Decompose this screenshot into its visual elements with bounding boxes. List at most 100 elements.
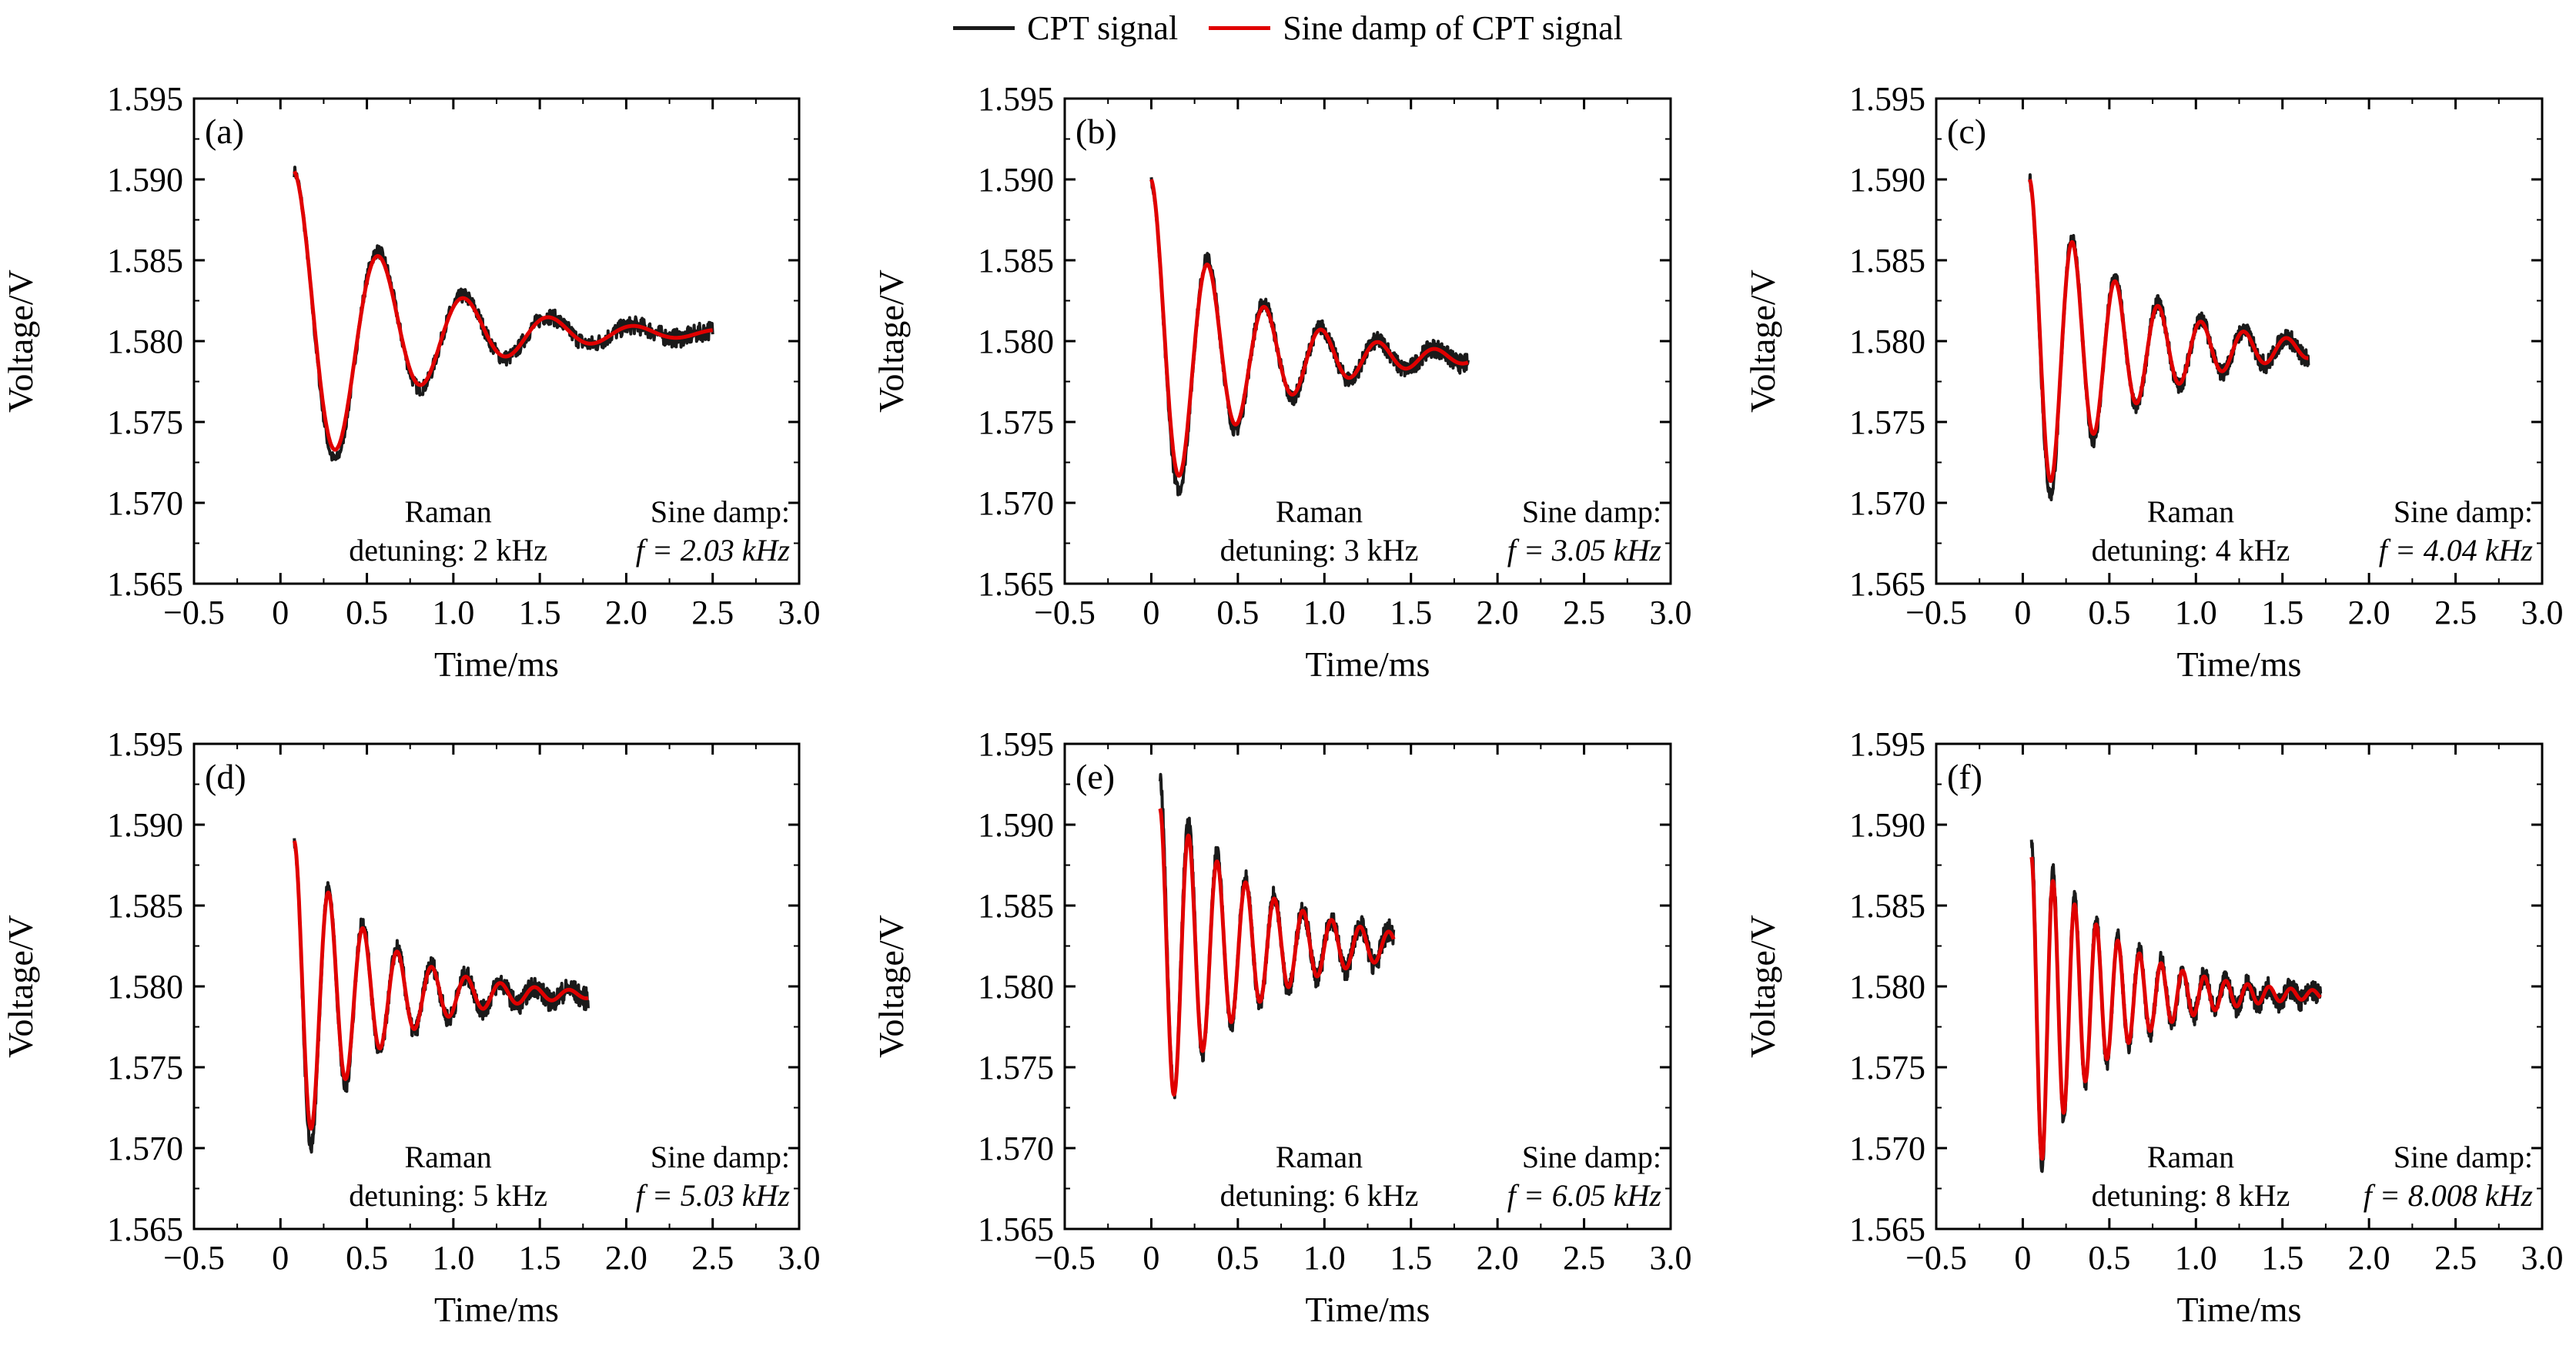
x-axis-label: Time/ms	[1306, 1290, 1430, 1329]
sine-damp-annotation-line1: Sine damp:	[651, 494, 790, 529]
x-tick-label: 0	[272, 1239, 289, 1277]
x-tick-label: 1.5	[2261, 1239, 2303, 1277]
raman-annotation-line1: Raman	[2147, 494, 2234, 529]
x-tick-label: 3.0	[778, 1239, 821, 1277]
raman-annotation-line2: detuning: 2 kHz	[349, 533, 547, 568]
y-tick-label: 1.590	[1849, 161, 1925, 199]
legend-label-fit: Sine damp of CPT signal	[1283, 8, 1623, 47]
x-tick-label: 0	[2014, 594, 2031, 631]
x-tick-label: 0.5	[1216, 1239, 1259, 1277]
raman-annotation-line1: Raman	[2147, 1140, 2234, 1174]
legend-label-cpt: CPT signal	[1027, 8, 1179, 47]
y-tick-label: 1.585	[978, 887, 1054, 925]
x-tick-label: 0	[272, 594, 289, 631]
y-axis-label: Voltage/V	[1, 915, 40, 1058]
y-tick-label: 1.565	[107, 565, 183, 603]
panel-label: (c)	[1947, 112, 1986, 151]
y-tick-label: 1.595	[1849, 80, 1925, 118]
x-tick-label: 1.5	[519, 594, 561, 631]
x-tick-label: −0.5	[1034, 594, 1096, 631]
x-tick-label: 1.5	[519, 1239, 561, 1277]
x-tick-label: 0.5	[2088, 594, 2130, 631]
raman-annotation-line1: Raman	[1276, 1140, 1363, 1174]
chart-panel: −0.5 0 0.5 1.0 1.5 2.0 2.5 3.0 1.565 1.570 1.575 1.…	[1, 725, 821, 1329]
y-tick-label: 1.595	[1849, 725, 1925, 763]
x-tick-label: 1.0	[2175, 1239, 2217, 1277]
y-tick-label: 1.565	[1849, 565, 1925, 603]
y-tick-label: 1.575	[107, 1049, 183, 1087]
y-tick-label: 1.575	[978, 403, 1054, 441]
x-axis-label: Time/ms	[2177, 1290, 2302, 1329]
y-tick-label: 1.565	[978, 565, 1054, 603]
x-axis-label: Time/ms	[1306, 645, 1430, 684]
cpt-signal-line	[2028, 173, 2310, 501]
sine-damp-fit-line	[293, 170, 714, 452]
y-axis-label: Voltage/V	[871, 270, 911, 413]
raman-annotation-line1: Raman	[404, 1140, 491, 1174]
x-tick-label: 1.0	[1303, 1239, 1346, 1277]
x-tick-label: 2.5	[1563, 594, 1605, 631]
panel-label: (d)	[205, 757, 246, 796]
x-tick-label: 1.0	[2175, 594, 2217, 631]
y-tick-label: 1.590	[978, 161, 1054, 199]
legend-item-cpt: CPT signal	[953, 8, 1178, 48]
sine-damp-fit-line	[2028, 178, 2310, 484]
y-tick-label: 1.580	[978, 968, 1054, 1006]
sine-damp-annotation-line2: f = 8.008 kHz	[2364, 1178, 2534, 1213]
panel-label: (f)	[1947, 757, 1982, 796]
x-axis-label: Time/ms	[434, 1290, 559, 1329]
y-tick-label: 1.590	[1849, 806, 1925, 844]
legend: CPT signal Sine damp of CPT signal	[0, 5, 2576, 51]
y-tick-label: 1.565	[1849, 1210, 1925, 1248]
x-tick-label: 3.0	[1650, 594, 1692, 631]
y-tick-label: 1.585	[107, 242, 183, 280]
x-tick-label: 1.0	[1303, 594, 1346, 631]
y-tick-label: 1.565	[978, 1210, 1054, 1248]
x-tick-label: 2.0	[1477, 1239, 1519, 1277]
x-tick-label: 2.0	[1477, 594, 1519, 631]
x-tick-label: 0.5	[346, 594, 388, 631]
y-tick-label: 1.580	[1849, 968, 1925, 1006]
x-tick-label: 0.5	[346, 1239, 388, 1277]
y-tick-label: 1.595	[107, 80, 183, 118]
chart-panel: −0.5 0 0.5 1.0 1.5 2.0 2.5 3.0 1.565 1.570 1.575 1.…	[871, 80, 1692, 684]
x-tick-label: 2.0	[605, 1239, 647, 1277]
y-tick-label: 1.580	[1849, 323, 1925, 360]
sine-damp-annotation-line1: Sine damp:	[2394, 1140, 2533, 1174]
x-tick-label: 2.5	[1563, 1239, 1605, 1277]
y-tick-label: 1.595	[107, 725, 183, 763]
x-tick-label: 2.5	[2434, 594, 2477, 631]
y-tick-label: 1.570	[1849, 1130, 1925, 1167]
y-tick-label: 1.585	[1849, 887, 1925, 925]
panel-label: (b)	[1076, 112, 1117, 151]
sine-damp-annotation-line1: Sine damp:	[651, 1140, 790, 1174]
y-tick-label: 1.570	[978, 484, 1054, 522]
raman-annotation-line2: detuning: 5 kHz	[349, 1178, 547, 1213]
y-tick-label: 1.575	[1849, 1049, 1925, 1087]
x-tick-label: −0.5	[163, 594, 225, 631]
sine-damp-annotation-line1: Sine damp:	[2394, 494, 2533, 529]
y-tick-label: 1.570	[107, 1130, 183, 1167]
chart-panel: −0.5 0 0.5 1.0 1.5 2.0 2.5 3.0 1.565 1.570 1.575 1.…	[871, 725, 1692, 1329]
x-tick-label: 0.5	[1216, 594, 1259, 631]
x-tick-label: −0.5	[163, 1239, 225, 1277]
sine-damp-annotation-line2: f = 5.03 kHz	[636, 1178, 791, 1213]
sine-damp-annotation-line1: Sine damp:	[1522, 1140, 1661, 1174]
raman-annotation-line2: detuning: 3 kHz	[1220, 533, 1419, 568]
y-tick-label: 1.595	[978, 725, 1054, 763]
sine-damp-fit-line	[1158, 807, 1396, 1097]
x-tick-label: 1.0	[432, 594, 474, 631]
sine-damp-fit-line	[292, 840, 590, 1131]
panel-label: (a)	[205, 112, 244, 151]
x-tick-label: 2.0	[2348, 1239, 2390, 1277]
sine-damp-fit-line	[2029, 856, 2323, 1161]
y-axis-label: Voltage/V	[1, 270, 40, 413]
y-tick-label: 1.590	[107, 806, 183, 844]
y-tick-label: 1.580	[107, 968, 183, 1006]
raman-annotation-line1: Raman	[1276, 494, 1363, 529]
x-tick-label: 3.0	[778, 594, 821, 631]
sine-damp-fit-line	[1149, 179, 1470, 478]
y-tick-label: 1.575	[978, 1049, 1054, 1087]
x-tick-label: 1.5	[1390, 1239, 1432, 1277]
y-tick-label: 1.570	[978, 1130, 1054, 1167]
